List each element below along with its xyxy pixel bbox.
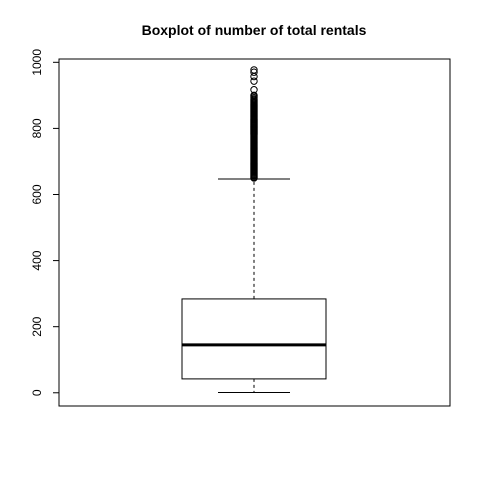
- y-tick-label: 0: [30, 389, 44, 396]
- y-tick-label: 200: [30, 316, 44, 336]
- interquartile-box: [181, 298, 327, 380]
- y-tick-label: 1000: [30, 49, 44, 76]
- box-group: [181, 178, 327, 393]
- outlier-point: [250, 91, 258, 100]
- y-tick-label: 600: [30, 184, 44, 204]
- outlier-point: [250, 77, 258, 85]
- chart-title: Boxplot of number of total rentals: [142, 22, 367, 38]
- outlier-point: [250, 68, 258, 76]
- y-axis: 0 200 400 600 800 1000: [30, 49, 60, 396]
- y-tick-label: 800: [30, 118, 44, 138]
- outlier-point: [250, 66, 258, 74]
- outliers-group: [250, 66, 258, 182]
- outlier-point: [250, 86, 258, 94]
- y-tick-label: 400: [30, 250, 44, 270]
